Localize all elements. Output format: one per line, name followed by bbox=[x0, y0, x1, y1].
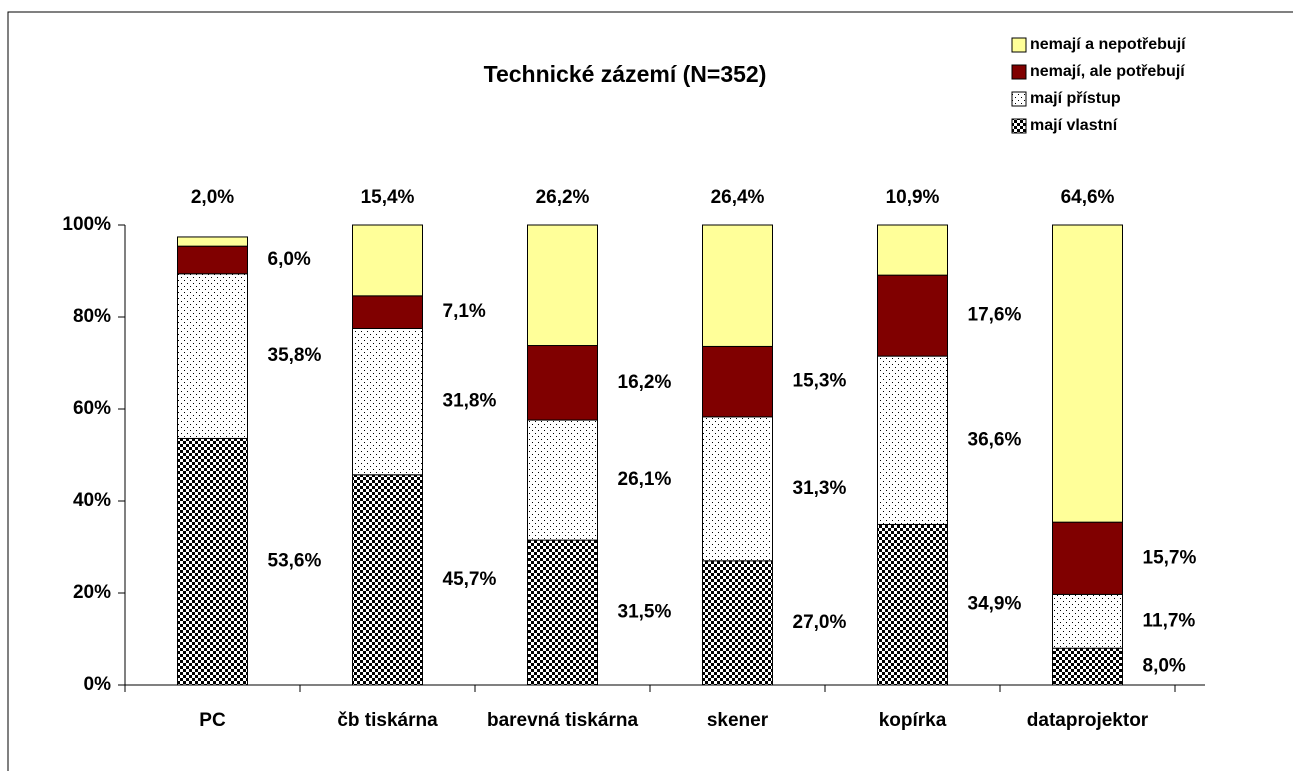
value-label: 34,9% bbox=[968, 594, 1022, 615]
bar-segment bbox=[1052, 521, 1123, 595]
bar-segment bbox=[702, 224, 773, 347]
value-label: 16,2% bbox=[618, 372, 672, 393]
value-label: 15,7% bbox=[1143, 547, 1197, 568]
y-tick-label: 100% bbox=[62, 214, 111, 235]
bar-segment bbox=[702, 345, 773, 418]
value-label: 15,4% bbox=[361, 187, 415, 208]
y-tick-label: 60% bbox=[73, 398, 111, 419]
value-label: 35,8% bbox=[268, 345, 322, 366]
chart-border bbox=[7, 11, 1293, 771]
bar-segment bbox=[702, 416, 773, 562]
x-tick-label: kopírka bbox=[878, 710, 947, 731]
value-label: 31,5% bbox=[618, 602, 672, 623]
bar-segment bbox=[1052, 224, 1123, 523]
legend-swatch bbox=[1011, 37, 1027, 53]
value-label: 15,3% bbox=[793, 371, 847, 392]
bar-segment bbox=[877, 274, 948, 357]
value-label: 10,9% bbox=[886, 187, 940, 208]
legend-label: nemají a nepotřebují bbox=[1030, 36, 1186, 53]
y-tick-label: 40% bbox=[73, 490, 111, 511]
value-label: 7,1% bbox=[443, 301, 486, 322]
value-label: 53,6% bbox=[268, 551, 322, 572]
bar-segment bbox=[1052, 593, 1123, 649]
bar-segment bbox=[352, 295, 423, 329]
bar-segment bbox=[527, 345, 598, 421]
bar-segment bbox=[177, 273, 248, 439]
bar-segment bbox=[352, 328, 423, 476]
bar-segment bbox=[177, 245, 248, 275]
legend-swatch bbox=[1011, 118, 1027, 134]
bar-segment bbox=[352, 224, 423, 297]
bar-segment bbox=[877, 224, 948, 276]
x-tick-label: skener bbox=[706, 710, 769, 731]
bar-segment bbox=[527, 419, 598, 541]
y-tick-label: 0% bbox=[84, 674, 112, 695]
legend-label: mají vlastní bbox=[1030, 117, 1118, 134]
bar-segment bbox=[877, 355, 948, 525]
y-tick-label: 20% bbox=[73, 582, 111, 603]
value-label: 17,6% bbox=[968, 305, 1022, 326]
value-label: 31,8% bbox=[443, 391, 497, 412]
x-tick-label: čb tiskárna bbox=[337, 710, 438, 731]
chart-title: Technické zázemí (N=352) bbox=[484, 61, 767, 87]
bar-segment bbox=[1052, 647, 1123, 686]
value-label: 27,0% bbox=[793, 612, 847, 633]
x-tick-label: barevná tiskárna bbox=[486, 710, 639, 731]
bar-segment bbox=[177, 236, 248, 247]
legend-swatch bbox=[1011, 91, 1027, 107]
value-label: 11,7% bbox=[1143, 610, 1196, 631]
bar-segment bbox=[352, 474, 423, 686]
legend-swatch bbox=[1011, 64, 1027, 80]
value-label: 26,2% bbox=[536, 187, 590, 208]
value-label: 8,0% bbox=[1143, 656, 1186, 677]
bar-segment bbox=[177, 437, 248, 686]
value-label: 6,0% bbox=[268, 249, 311, 270]
value-label: 64,6% bbox=[1061, 187, 1115, 208]
value-label: 26,1% bbox=[618, 469, 672, 490]
value-label: 45,7% bbox=[443, 569, 497, 590]
legend-label: mají přístup bbox=[1030, 90, 1121, 107]
bar-segment bbox=[527, 539, 598, 686]
value-label: 26,4% bbox=[711, 187, 765, 208]
bar-segment bbox=[877, 523, 948, 686]
x-tick-label: PC bbox=[199, 710, 226, 731]
value-label: 36,6% bbox=[968, 429, 1022, 450]
x-tick-label: dataprojektor bbox=[1026, 710, 1149, 731]
value-label: 31,3% bbox=[793, 478, 847, 499]
legend-label: nemají, ale potřebují bbox=[1030, 63, 1185, 80]
value-label: 2,0% bbox=[191, 187, 234, 208]
bar-segment bbox=[702, 560, 773, 686]
bar-segment bbox=[527, 224, 598, 347]
y-tick-label: 80% bbox=[73, 306, 111, 327]
